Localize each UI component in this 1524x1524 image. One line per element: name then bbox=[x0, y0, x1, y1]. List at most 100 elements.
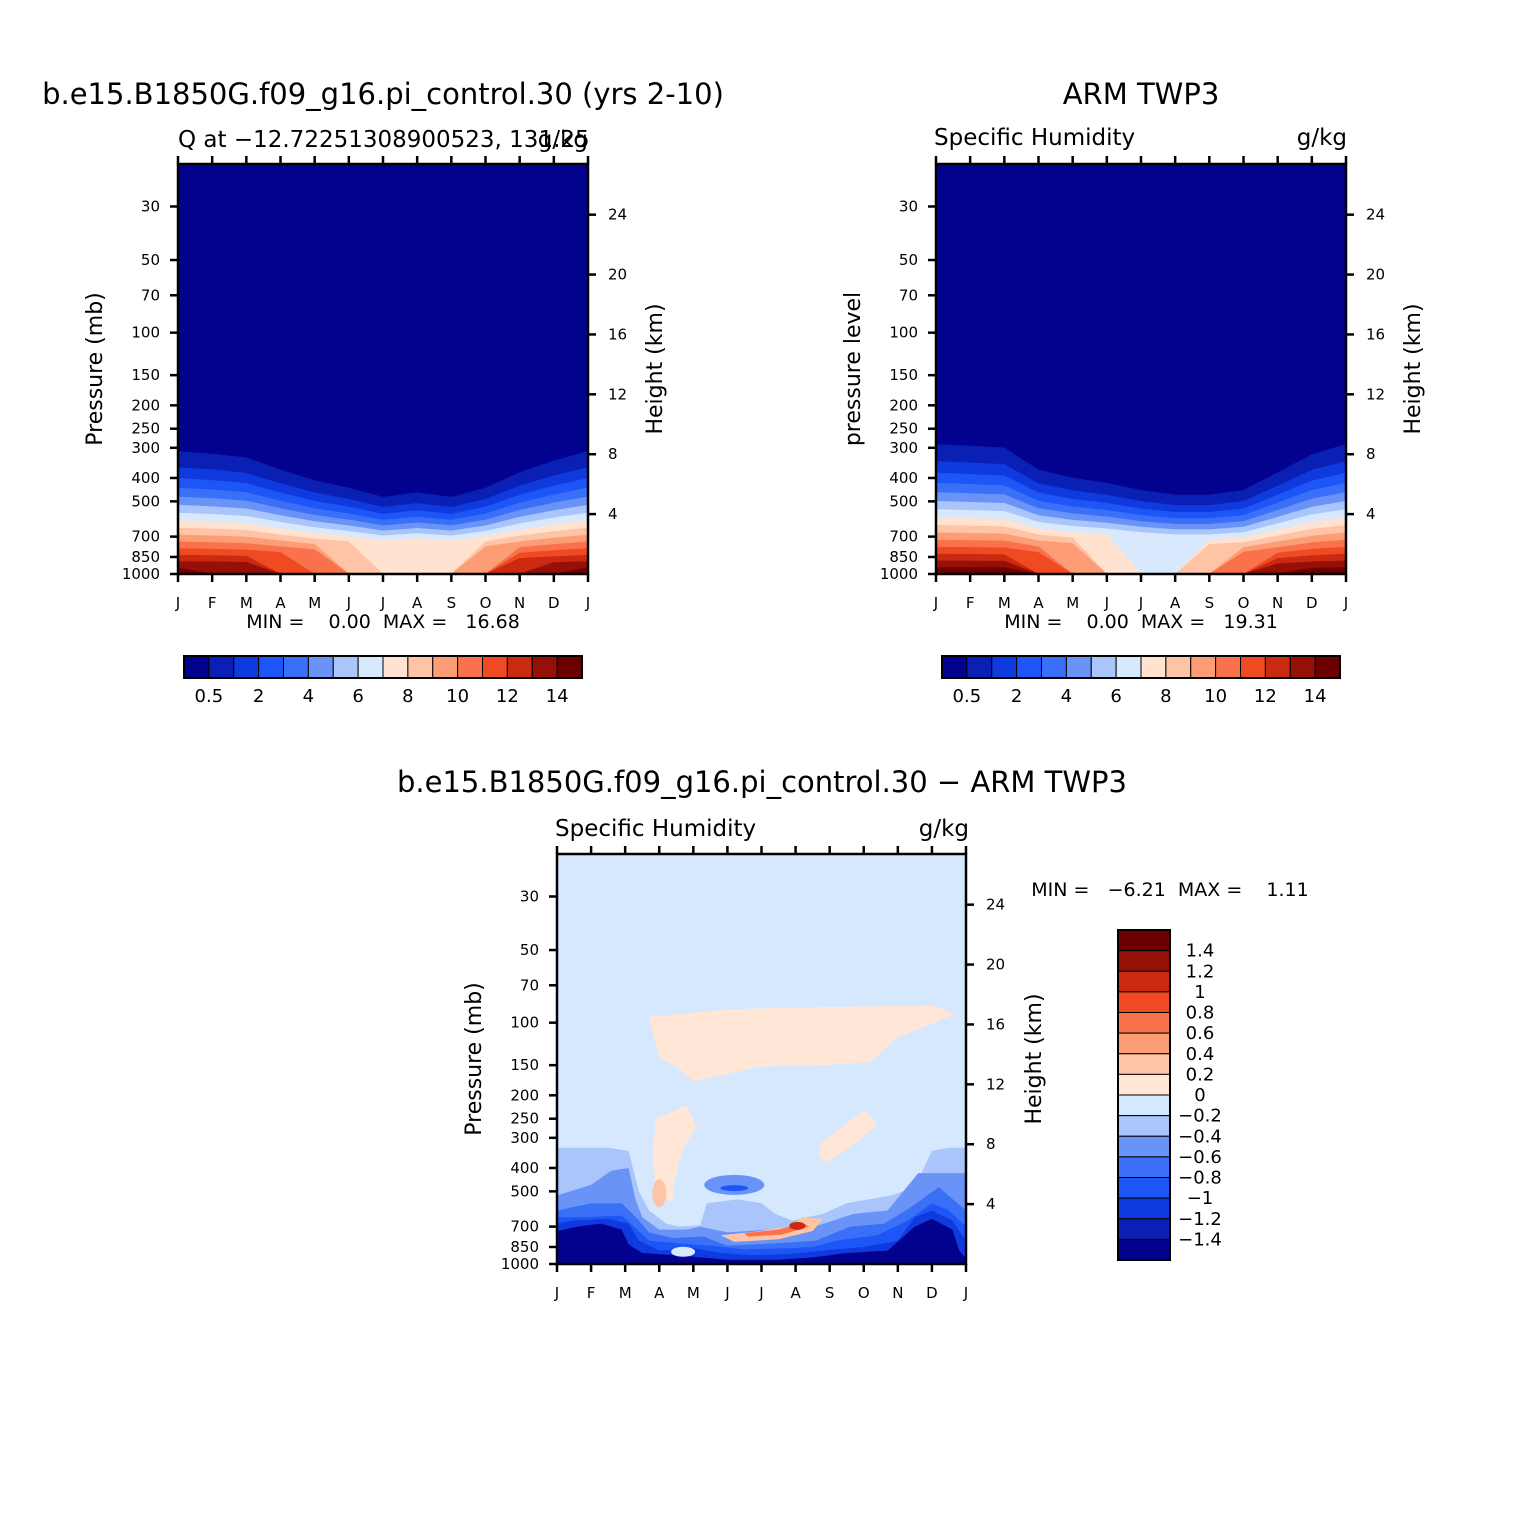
colorbar-frame bbox=[941, 655, 1341, 679]
colorbar-label: 2 bbox=[253, 686, 264, 707]
y-tick-label: 1000 bbox=[880, 565, 918, 583]
y-tick-label: 100 bbox=[510, 1014, 539, 1032]
x-tick-label: J bbox=[1104, 594, 1109, 612]
min-max-text: MIN = 0.00 MAX = 19.31 bbox=[1004, 611, 1278, 633]
contour-band-negative bbox=[557, 1218, 966, 1264]
contour-band-positive bbox=[819, 1109, 878, 1163]
x-tick-label: N bbox=[514, 594, 525, 612]
contour-band bbox=[178, 548, 588, 574]
colorbar-box bbox=[1165, 655, 1192, 679]
panel-model: b.e15.B1850G.f09_g16.pi_control.30 (yrs … bbox=[42, 77, 724, 707]
colorbar-box bbox=[991, 655, 1018, 679]
x-tick-label: F bbox=[587, 1284, 596, 1302]
colorbar-box bbox=[1289, 655, 1316, 679]
colorbar-box bbox=[183, 655, 210, 679]
colorbar-box bbox=[506, 655, 533, 679]
y-tick-label: 300 bbox=[510, 1129, 539, 1147]
colorbar-box bbox=[1117, 970, 1171, 993]
y-tick-label: 250 bbox=[889, 420, 918, 438]
x-tick-label: J bbox=[963, 1284, 968, 1302]
x-tick-label: J bbox=[585, 594, 590, 612]
y-tick-label: 100 bbox=[131, 324, 160, 342]
height-tick-label: 16 bbox=[986, 1015, 1005, 1033]
colorbar-box bbox=[1065, 655, 1092, 679]
x-tick-label: J bbox=[554, 1284, 559, 1302]
y-tick-label: 30 bbox=[899, 197, 918, 215]
x-tick-label: M bbox=[308, 594, 321, 612]
x-tick-label: M bbox=[619, 1284, 632, 1302]
y-tick-label: 300 bbox=[131, 439, 160, 457]
y-tick-label: 400 bbox=[510, 1159, 539, 1177]
colorbar-label: −0.8 bbox=[1178, 1168, 1222, 1189]
x-tick-label: O bbox=[1238, 594, 1250, 612]
colorbar-box bbox=[531, 655, 558, 679]
colorbar-label: 6 bbox=[1110, 686, 1121, 707]
height-tick-label: 8 bbox=[608, 445, 618, 463]
colorbar-box bbox=[556, 655, 583, 679]
x-tick-label: S bbox=[1205, 594, 1215, 612]
x-tick-label: J bbox=[1343, 594, 1348, 612]
y-tick-label: 200 bbox=[889, 396, 918, 414]
x-tick-label: J bbox=[175, 594, 180, 612]
height-tick-label: 4 bbox=[608, 505, 618, 523]
y-axis-label-right: Height (km) bbox=[1022, 993, 1047, 1124]
y-tick-label: 200 bbox=[510, 1086, 539, 1104]
y-tick-label: 500 bbox=[510, 1182, 539, 1200]
left-string: Q at −12.72251308900523, 131.25 bbox=[178, 127, 590, 153]
x-tick-label: J bbox=[724, 1284, 729, 1302]
colorbar-box bbox=[1117, 1238, 1171, 1261]
colorbar-label: 14 bbox=[546, 686, 569, 707]
y-tick-label: 50 bbox=[899, 251, 918, 269]
colorbar-box bbox=[1016, 655, 1042, 679]
x-tick-label: J bbox=[1138, 594, 1143, 612]
colorbar-box bbox=[1117, 1177, 1171, 1199]
contour-band bbox=[671, 1246, 696, 1257]
colorbar-label: 4 bbox=[303, 686, 314, 707]
colorbar-box bbox=[1115, 655, 1142, 679]
x-tick-label: F bbox=[208, 594, 217, 612]
colorbar-box bbox=[1041, 655, 1067, 679]
colorbar-box bbox=[1117, 1094, 1171, 1117]
colorbar-box bbox=[1215, 655, 1241, 679]
colorbar-box bbox=[1117, 991, 1171, 1013]
colorbar-label: 4 bbox=[1061, 686, 1072, 707]
right-string: g/kg bbox=[1297, 125, 1347, 151]
colorbar-box bbox=[407, 655, 434, 679]
panel-title: ARM TWP3 bbox=[1063, 77, 1220, 111]
colorbar-label: 0.5 bbox=[195, 686, 224, 707]
y-tick-label: 150 bbox=[510, 1056, 539, 1074]
height-tick-label: 20 bbox=[608, 266, 627, 284]
x-tick-label: A bbox=[412, 594, 423, 612]
contour-band-negative bbox=[720, 1185, 749, 1192]
height-tick-label: 4 bbox=[986, 1195, 996, 1213]
y-tick-label: 700 bbox=[131, 528, 160, 546]
colorbar-box bbox=[457, 655, 483, 679]
colorbar-label: −1 bbox=[1187, 1188, 1214, 1209]
left-string: Specific Humidity bbox=[555, 816, 756, 842]
colorbar-label: 10 bbox=[446, 686, 469, 707]
x-tick-label: A bbox=[790, 1284, 801, 1302]
colorbar-label: 6 bbox=[352, 686, 363, 707]
colorbar-box bbox=[1240, 655, 1266, 679]
y-tick-label: 850 bbox=[510, 1238, 539, 1256]
contour-band-positive bbox=[652, 1179, 667, 1208]
y-tick-label: 150 bbox=[889, 366, 918, 384]
y-tick-label: 30 bbox=[520, 887, 539, 905]
panel-obs: ARM TWP3 Specific Humidity g/kg 30 50 70 10… bbox=[841, 77, 1426, 707]
height-tick-label: 4 bbox=[1366, 505, 1376, 523]
y-tick-label: 300 bbox=[889, 439, 918, 457]
height-tick-label: 24 bbox=[986, 896, 1005, 914]
right-string: g/kg bbox=[538, 127, 588, 153]
y-tick-label: 50 bbox=[520, 941, 539, 959]
colorbar-label: 12 bbox=[1254, 686, 1277, 707]
colorbar-label: −0.6 bbox=[1178, 1147, 1222, 1168]
plot-area bbox=[936, 164, 1346, 574]
colorbar-label: 8 bbox=[1160, 686, 1171, 707]
colorbar-frame bbox=[183, 655, 583, 679]
y-tick-label: 500 bbox=[889, 492, 918, 510]
colorbar: 1.41.210.80.60.40.20−0.2−0.4−0.6−0.8−1−1… bbox=[1117, 929, 1222, 1261]
colorbar-box bbox=[482, 655, 508, 679]
x-tick-label: M bbox=[687, 1284, 700, 1302]
colorbar-box bbox=[432, 655, 459, 679]
